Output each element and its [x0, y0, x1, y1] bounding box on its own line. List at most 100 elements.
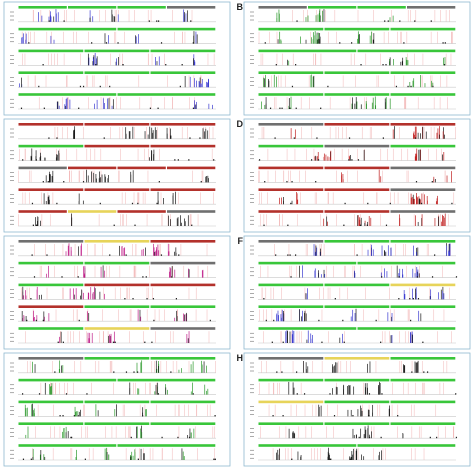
track-segment [150, 188, 216, 191]
feature-tick [279, 107, 281, 109]
feature-tick [99, 202, 101, 205]
track-segment [117, 6, 166, 9]
track-segment [324, 188, 390, 191]
feature-tick [109, 85, 111, 88]
track-segment [258, 93, 324, 96]
feature-tick [113, 224, 115, 226]
feature-tick [35, 159, 37, 161]
feature-tick [26, 319, 28, 322]
track-segment [18, 166, 67, 170]
feature-tick [286, 181, 288, 183]
feature-tick [334, 298, 336, 300]
track-segment [390, 71, 456, 74]
feature-tick [317, 159, 320, 161]
feature-tick [265, 319, 267, 322]
feature-tick [36, 224, 38, 226]
track-segment [258, 27, 324, 31]
feature-tick [117, 42, 119, 44]
track-segment [357, 49, 456, 53]
feature-tick [122, 64, 124, 66]
track-segment [324, 422, 390, 425]
track-segment [258, 6, 307, 9]
track-segment [390, 188, 456, 191]
feature-tick [35, 319, 37, 322]
track-segment [390, 27, 456, 31]
feature-tick [65, 393, 68, 395]
feature-tick [42, 64, 44, 66]
feature-tick [367, 202, 369, 205]
feature-tick [375, 319, 377, 322]
feature-tick [387, 20, 389, 22]
feature-tick [160, 254, 163, 256]
track-segment [258, 166, 324, 170]
feature-tick [78, 319, 80, 322]
feature-tick [79, 85, 82, 88]
feature-tick [22, 458, 25, 460]
feature-tick [287, 224, 289, 226]
feature-tick [165, 64, 167, 66]
feature-tick [329, 393, 331, 395]
panel-label: F [238, 236, 244, 246]
feature-tick [429, 436, 431, 439]
track-segment [390, 400, 456, 404]
feature-tick [213, 458, 215, 460]
feature-tick [56, 202, 58, 205]
feature-tick [432, 85, 434, 88]
track-segment [84, 240, 150, 243]
feature-tick [351, 42, 353, 44]
track-segment [167, 210, 216, 213]
panel-label: D [237, 119, 244, 129]
feature-tick [430, 20, 432, 22]
feature-tick [276, 371, 278, 373]
feature-tick [57, 341, 59, 343]
track-segment [258, 210, 324, 213]
feature-tick [70, 436, 72, 439]
track-segment [84, 49, 150, 53]
feature-tick [109, 254, 111, 256]
track-segment [324, 400, 390, 404]
track-segment [150, 71, 216, 74]
feature-tick [63, 181, 65, 183]
feature-tick [291, 85, 294, 88]
feature-tick [290, 276, 292, 278]
track-segment [84, 188, 150, 191]
feature-tick [281, 107, 283, 109]
feature-tick [209, 319, 211, 322]
feature-tick [281, 371, 283, 373]
feature-tick [384, 20, 386, 22]
panel-frame [243, 118, 471, 233]
track-segment [167, 166, 216, 170]
track-segment [18, 400, 84, 404]
feature-tick [272, 415, 274, 417]
track-segment [390, 123, 456, 126]
track-segment [324, 357, 390, 360]
track-segment [18, 93, 117, 96]
feature-tick [113, 371, 115, 373]
feature-tick [275, 254, 277, 256]
feature-tick [112, 341, 115, 343]
feature-tick [114, 341, 116, 343]
track-segment [150, 305, 216, 308]
track-segment [258, 327, 357, 330]
feature-tick [264, 42, 266, 44]
track-segment [390, 283, 456, 287]
feature-tick [156, 20, 158, 22]
feature-tick [71, 436, 73, 439]
feature-tick [316, 137, 318, 139]
feature-tick [409, 298, 411, 300]
feature-tick [33, 276, 36, 278]
feature-tick [360, 64, 362, 66]
feature-tick [189, 137, 191, 139]
track-segment [324, 378, 390, 382]
feature-tick [422, 341, 424, 343]
feature-tick [398, 298, 400, 300]
feature-tick [142, 276, 144, 278]
feature-tick [381, 393, 383, 395]
panel-frame [3, 118, 231, 233]
feature-tick [103, 137, 105, 139]
track-segment [84, 400, 150, 404]
track-segment [390, 305, 456, 308]
track-segment [324, 240, 390, 243]
track-segment [357, 261, 456, 265]
track-segment [18, 357, 84, 360]
